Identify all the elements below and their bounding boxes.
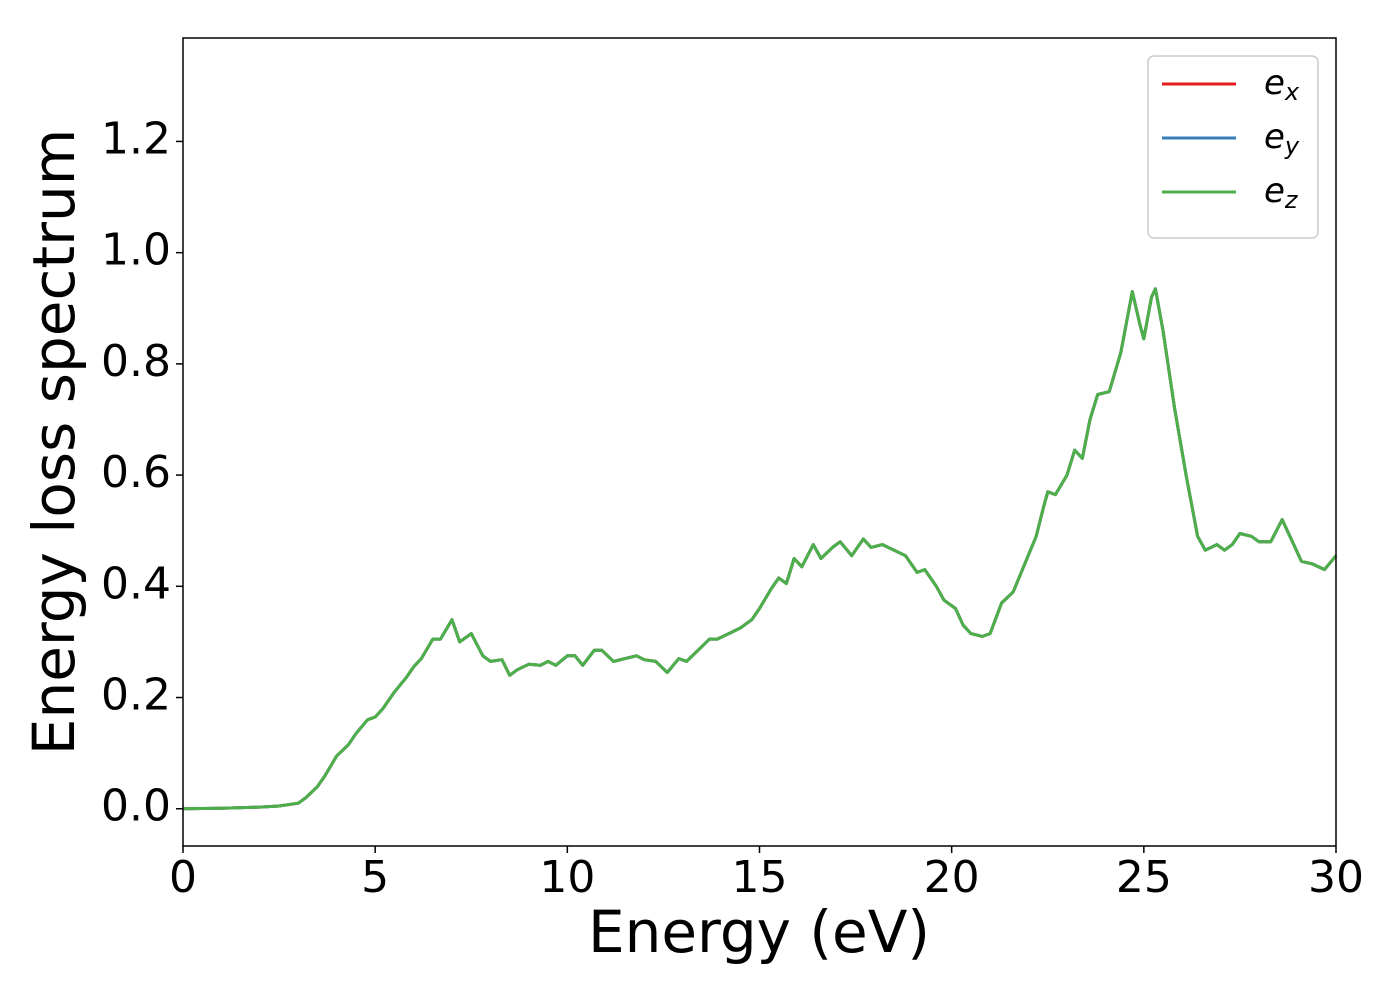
- legend-label: ey: [1264, 117, 1300, 161]
- series-line: [182, 287, 1338, 811]
- y-tick-label: 1.2: [101, 113, 171, 164]
- x-tick-label: 10: [539, 852, 595, 903]
- x-tick-label: 20: [924, 852, 980, 903]
- x-tick-label: 25: [1116, 852, 1172, 903]
- x-tick-label: 15: [732, 852, 788, 903]
- y-tick-label: 0.2: [101, 670, 171, 721]
- legend-label: ez: [1264, 171, 1299, 215]
- series-line: [182, 287, 1338, 811]
- x-tick-label: 5: [361, 852, 389, 903]
- x-tick-label: 30: [1308, 852, 1364, 903]
- y-tick-label: 1.0: [101, 225, 171, 276]
- y-tick-label: 0.8: [101, 336, 171, 387]
- legend-label: ex: [1264, 63, 1300, 107]
- y-axis-label: Energy loss spectrum: [20, 129, 88, 755]
- x-axis-label: Energy (eV): [588, 898, 930, 966]
- y-tick-label: 0.6: [101, 447, 171, 498]
- y-tick-label: 0.4: [101, 558, 171, 609]
- series-line: [182, 287, 1338, 811]
- plot-frame: [182, 37, 1337, 847]
- x-tick-label: 0: [169, 852, 197, 903]
- y-tick-label: 0.0: [101, 781, 171, 832]
